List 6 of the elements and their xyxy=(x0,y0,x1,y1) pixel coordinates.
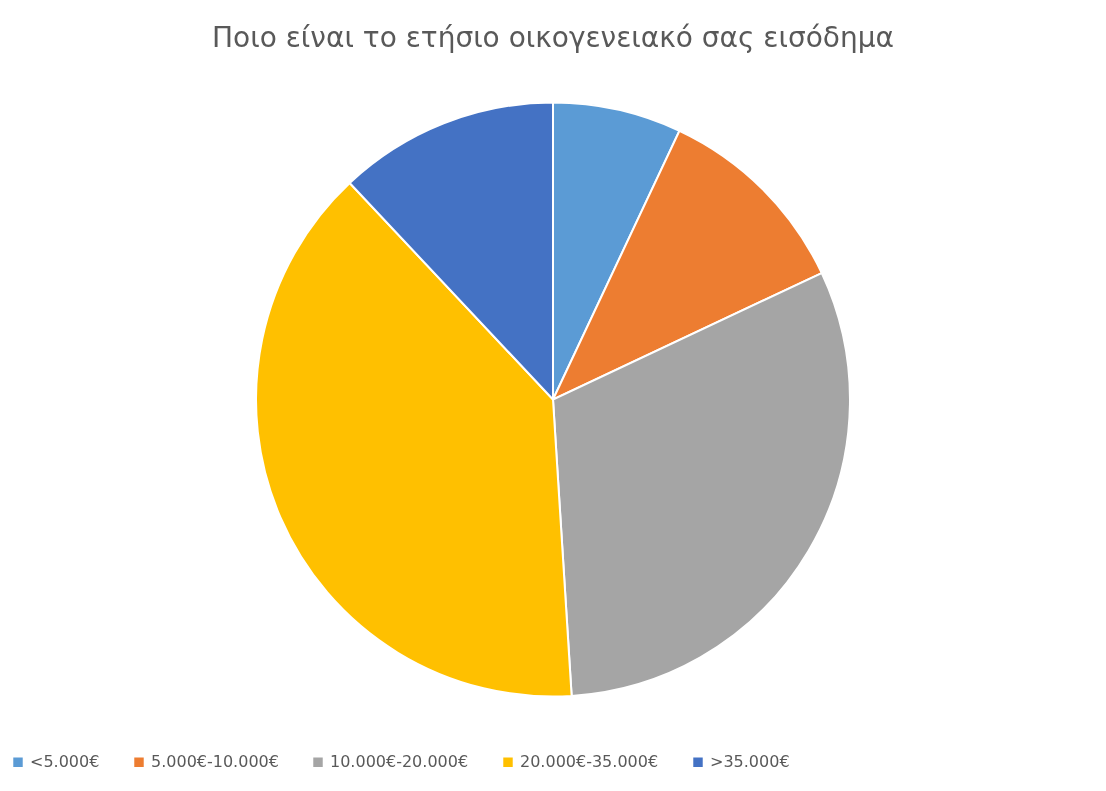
legend-label: 20.000€-35.000€ xyxy=(520,752,659,772)
legend-label: >35.000€ xyxy=(710,752,790,772)
legend-label: 10.000€-20.000€ xyxy=(330,752,469,772)
legend-label: 5.000€-10.000€ xyxy=(151,752,279,772)
chart-title: Ποιο είναι το ετήσιο οικογενειακό σας εισόδημα xyxy=(211,21,895,54)
legend-label: <5.000€ xyxy=(30,752,100,772)
